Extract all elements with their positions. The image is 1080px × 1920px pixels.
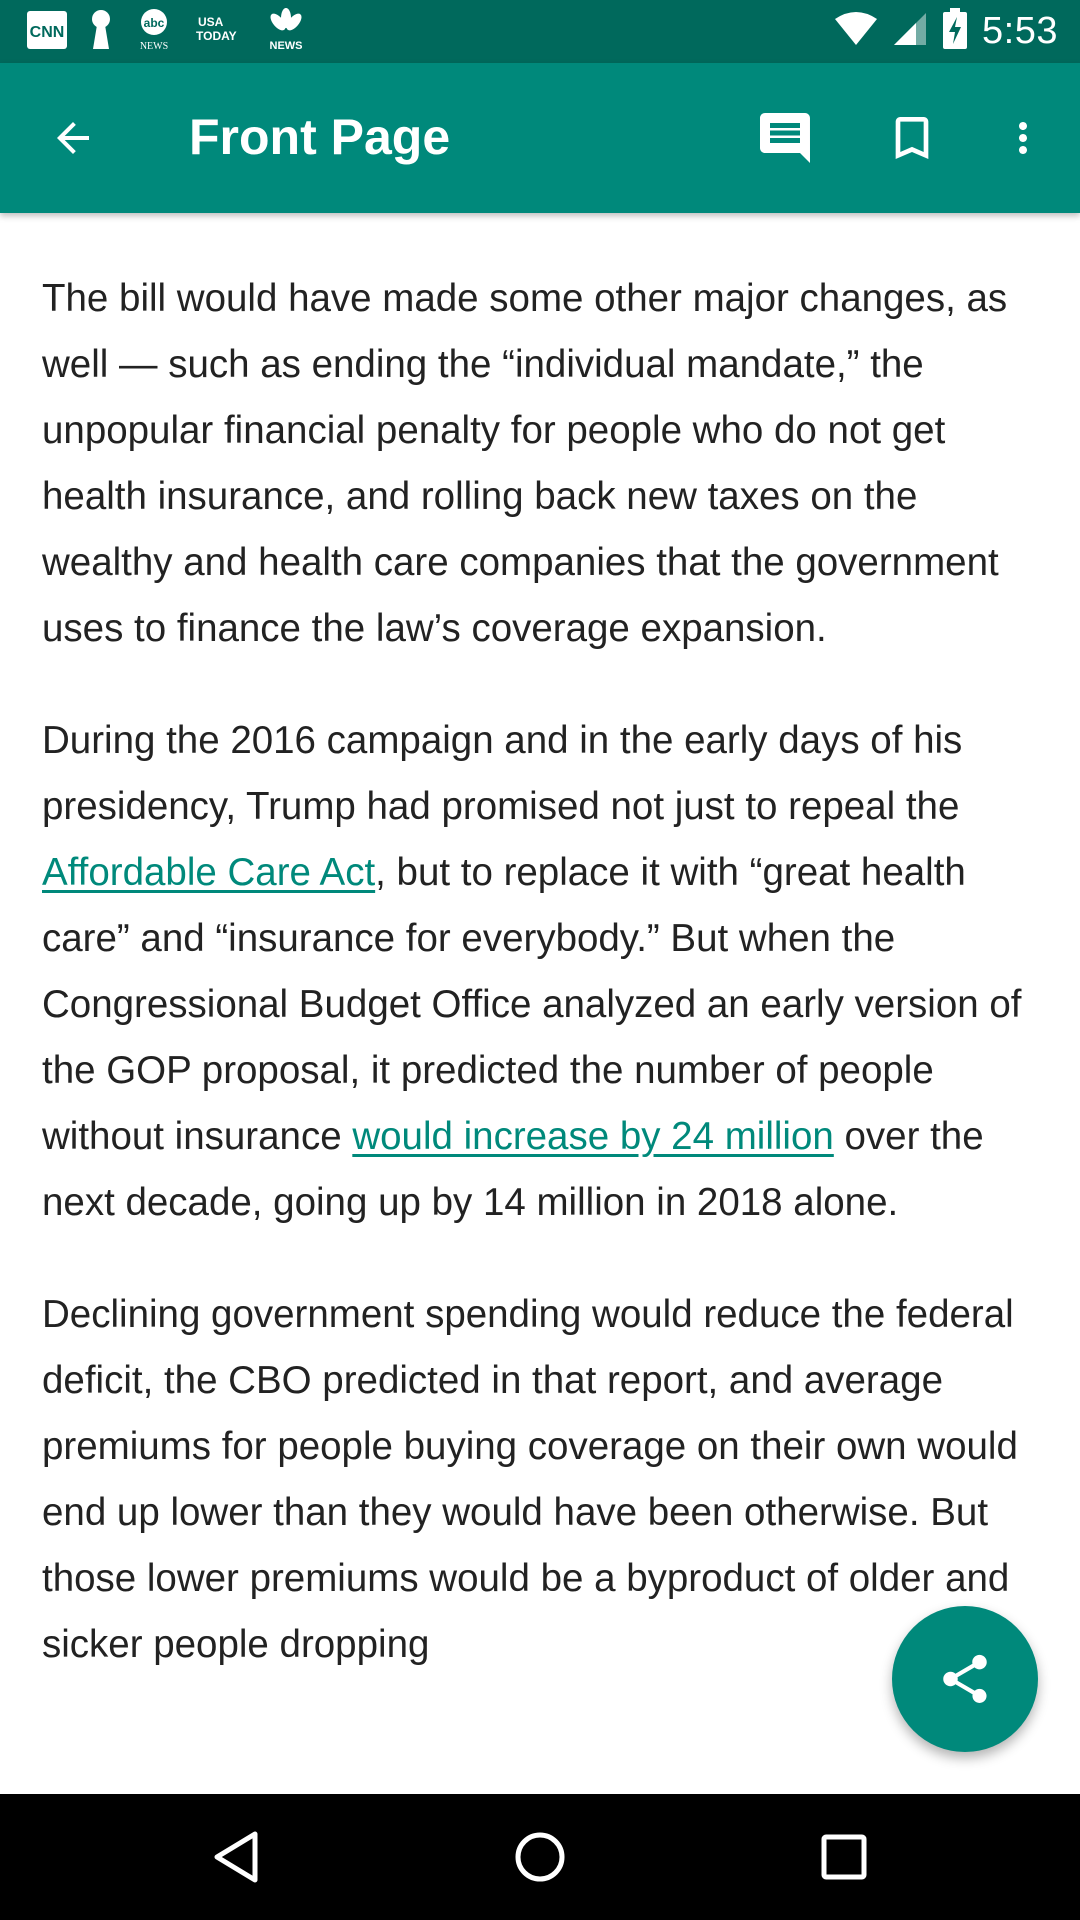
clock: 5:53 bbox=[982, 10, 1058, 52]
back-icon bbox=[57, 122, 89, 154]
nav-back-button[interactable] bbox=[196, 1817, 276, 1897]
abc-icon-label: abc bbox=[144, 16, 165, 30]
nav-recents-icon bbox=[821, 1834, 867, 1880]
article-body: The bill would have made some other majo… bbox=[42, 266, 1042, 1724]
notification-icons: CNN abc NEWS USA TODAY bbox=[26, 7, 308, 57]
nav-back-icon bbox=[214, 1831, 258, 1883]
app-bar: Front Page bbox=[0, 63, 1080, 213]
article-paragraph: During the 2016 campaign and in the earl… bbox=[42, 708, 1042, 1236]
paragraph-text: , but to replace it with “great health c… bbox=[42, 851, 1022, 1158]
would-increase-link[interactable]: would increase by 24 million bbox=[352, 1115, 834, 1158]
share-button[interactable] bbox=[892, 1606, 1038, 1752]
nbc-news-icon: NEWS bbox=[264, 7, 308, 57]
paragraph-text: During the 2016 campaign and in the earl… bbox=[42, 719, 963, 828]
battery-charging-icon bbox=[942, 8, 968, 55]
affordable-care-act-link[interactable]: Affordable Care Act bbox=[42, 851, 376, 894]
article-paragraph: The bill would have made some other majo… bbox=[42, 277, 1008, 650]
bookmark-icon bbox=[895, 117, 929, 159]
signal-icon bbox=[892, 11, 928, 52]
more-vert-icon bbox=[1019, 122, 1027, 154]
abc-icon-sub: NEWS bbox=[140, 41, 168, 52]
navigation-bar bbox=[0, 1794, 1080, 1920]
nbc-icon-label: NEWS bbox=[270, 40, 303, 52]
comments-icon bbox=[760, 113, 810, 163]
nav-home-icon bbox=[515, 1832, 565, 1882]
usa-icon-label: USA bbox=[198, 15, 224, 29]
more-options-button[interactable] bbox=[988, 103, 1058, 173]
cnn-icon-label: CNN bbox=[30, 24, 65, 41]
share-icon bbox=[943, 1654, 987, 1703]
bookmark-button[interactable] bbox=[877, 103, 947, 173]
wifi-icon bbox=[834, 11, 878, 52]
cnn-icon: CNN bbox=[26, 10, 68, 55]
today-icon-label: TODAY bbox=[196, 29, 237, 43]
article-paragraph: Declining government spending would redu… bbox=[42, 1293, 1018, 1666]
system-status: 5:53 bbox=[834, 0, 1058, 63]
paragraph-text: over the next decade, going up by 14 mil… bbox=[42, 1115, 984, 1224]
usa-today-icon: USA TODAY bbox=[194, 8, 244, 57]
back-button[interactable] bbox=[38, 103, 108, 173]
status-bar: CNN abc NEWS USA TODAY bbox=[0, 0, 1080, 63]
page-title: Front Page bbox=[189, 109, 451, 165]
nav-recents-button[interactable] bbox=[804, 1817, 884, 1897]
abc-news-icon: abc NEWS bbox=[134, 8, 174, 57]
keyhole-icon bbox=[88, 9, 114, 56]
comments-button[interactable] bbox=[750, 103, 820, 173]
nav-home-button[interactable] bbox=[500, 1817, 580, 1897]
